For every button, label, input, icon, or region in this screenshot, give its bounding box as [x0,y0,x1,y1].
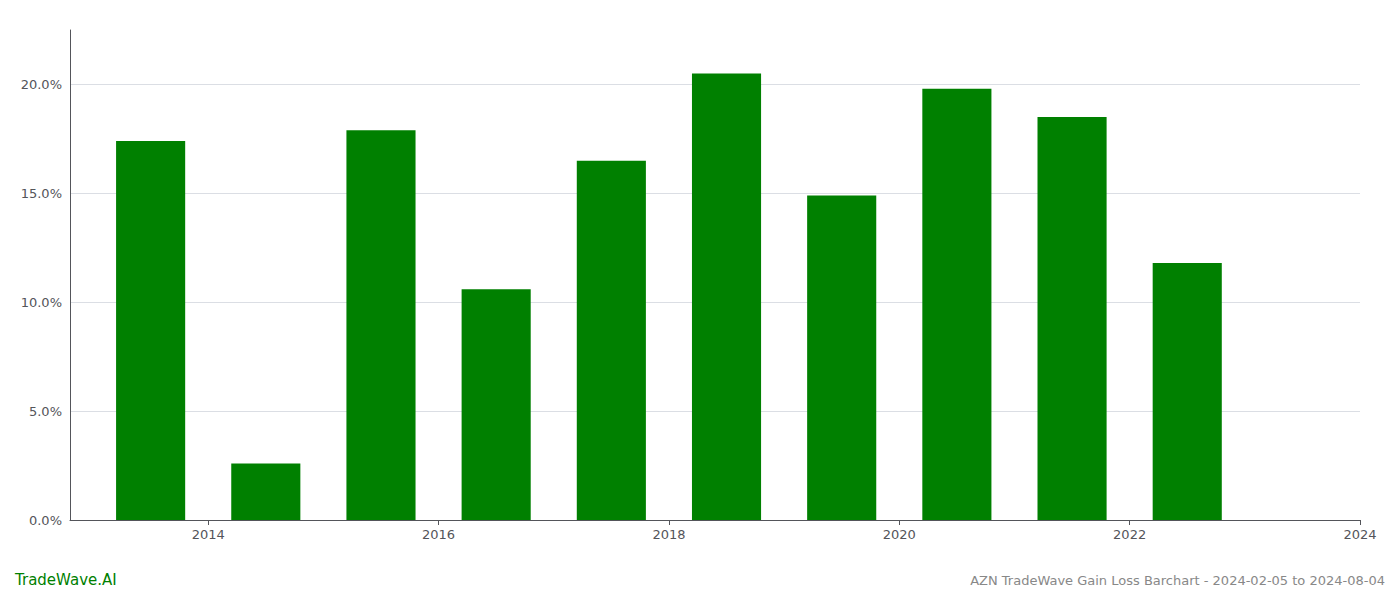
svg-text:15.0%: 15.0% [21,186,62,201]
svg-text:2018: 2018 [652,527,685,542]
svg-text:20.0%: 20.0% [21,77,62,92]
svg-text:2014: 2014 [192,527,225,542]
svg-text:5.0%: 5.0% [29,404,62,419]
svg-text:2024: 2024 [1343,527,1376,542]
svg-text:0.0%: 0.0% [29,513,62,528]
svg-text:TradeWave.AI: TradeWave.AI [14,571,117,589]
svg-text:2020: 2020 [883,527,916,542]
svg-text:2016: 2016 [422,527,455,542]
svg-text:2022: 2022 [1113,527,1146,542]
svg-text:AZN TradeWave Gain Loss Barcha: AZN TradeWave Gain Loss Barchart - 2024-… [970,573,1385,588]
svg-text:10.0%: 10.0% [21,295,62,310]
